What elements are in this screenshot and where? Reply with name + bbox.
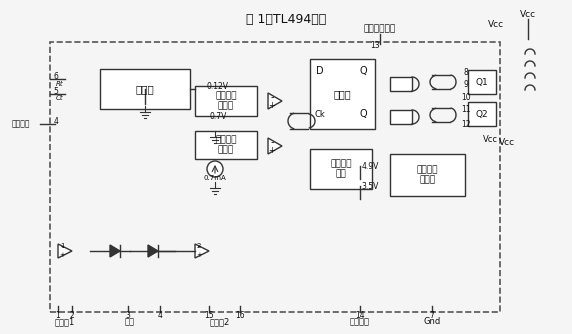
Text: 8: 8 (464, 67, 468, 76)
Text: 触发器: 触发器 (333, 89, 351, 99)
Text: 0.12V: 0.12V (207, 81, 229, 91)
Polygon shape (268, 138, 282, 154)
Text: +: + (269, 146, 276, 155)
Text: Q̄: Q̄ (359, 109, 367, 119)
Text: 9: 9 (463, 79, 468, 89)
Polygon shape (148, 245, 158, 257)
Text: 死区控制: 死区控制 (11, 120, 30, 129)
Text: Q1: Q1 (476, 77, 488, 87)
Text: Vcc: Vcc (499, 138, 515, 147)
Text: 反馈: 反馈 (125, 318, 135, 327)
Text: 输出状态控制: 输出状态控制 (364, 24, 396, 33)
Text: 13: 13 (370, 40, 380, 49)
Text: Rt: Rt (56, 81, 64, 87)
Polygon shape (268, 93, 282, 109)
Text: 1: 1 (59, 243, 64, 249)
FancyBboxPatch shape (468, 70, 496, 94)
Text: 比较器2: 比较器2 (210, 318, 230, 327)
Text: 振荡器: 振荡器 (136, 84, 154, 94)
Text: 11: 11 (461, 105, 471, 114)
Text: +: + (196, 252, 202, 258)
FancyBboxPatch shape (195, 86, 257, 116)
Text: Gnd: Gnd (423, 318, 440, 327)
Text: 脉宽调制
比较器: 脉宽调制 比较器 (215, 135, 237, 155)
Text: 推动电压
锁定: 推动电压 锁定 (330, 159, 352, 179)
Text: 4: 4 (157, 311, 162, 320)
Text: 0.7mA: 0.7mA (204, 175, 227, 181)
Text: -: - (270, 92, 274, 102)
Text: D: D (316, 66, 324, 76)
Text: Vcc: Vcc (520, 9, 536, 18)
Text: 14: 14 (355, 311, 365, 320)
FancyBboxPatch shape (390, 154, 465, 196)
Text: 15: 15 (204, 311, 214, 320)
Text: Vcc: Vcc (488, 19, 504, 28)
Text: +: + (59, 252, 65, 258)
Polygon shape (110, 245, 120, 257)
Circle shape (207, 161, 223, 177)
Text: -: - (197, 242, 201, 252)
FancyBboxPatch shape (310, 59, 375, 129)
Text: 2: 2 (70, 311, 74, 320)
Text: Vcc: Vcc (483, 135, 498, 144)
Text: 基准电压
发生器: 基准电压 发生器 (417, 165, 438, 185)
Text: Q: Q (359, 66, 367, 76)
Polygon shape (390, 77, 412, 91)
Text: 12: 12 (461, 120, 471, 129)
Text: 0.7V: 0.7V (209, 112, 227, 121)
Text: 10: 10 (461, 93, 471, 102)
Polygon shape (390, 110, 412, 124)
FancyBboxPatch shape (310, 149, 372, 189)
Text: Ct: Ct (56, 95, 64, 101)
Text: 图 1．TL494框图: 图 1．TL494框图 (246, 12, 326, 25)
Text: 6: 6 (54, 71, 58, 80)
Text: -: - (270, 137, 274, 147)
Text: 1: 1 (55, 311, 61, 320)
Text: 16: 16 (235, 311, 245, 320)
Text: 基准电压: 基准电压 (350, 318, 370, 327)
FancyBboxPatch shape (100, 69, 190, 109)
FancyBboxPatch shape (50, 42, 500, 312)
Text: 4.9V: 4.9V (362, 162, 379, 170)
Text: 死区时间
比较器: 死区时间 比较器 (215, 91, 237, 111)
Text: Ck: Ck (315, 110, 325, 119)
Text: 3.5V: 3.5V (362, 181, 379, 190)
Text: 比较器1: 比较器1 (55, 318, 75, 327)
Text: -: - (61, 242, 63, 252)
FancyBboxPatch shape (195, 131, 257, 159)
Text: +: + (269, 101, 276, 110)
Text: 2: 2 (197, 243, 201, 249)
Text: 4: 4 (54, 117, 58, 126)
FancyBboxPatch shape (468, 102, 496, 126)
Text: 3: 3 (126, 311, 130, 320)
Text: 7: 7 (430, 311, 435, 320)
Polygon shape (195, 244, 209, 258)
Polygon shape (58, 244, 72, 258)
Text: 5: 5 (54, 87, 58, 96)
Text: Q2: Q2 (476, 110, 488, 119)
